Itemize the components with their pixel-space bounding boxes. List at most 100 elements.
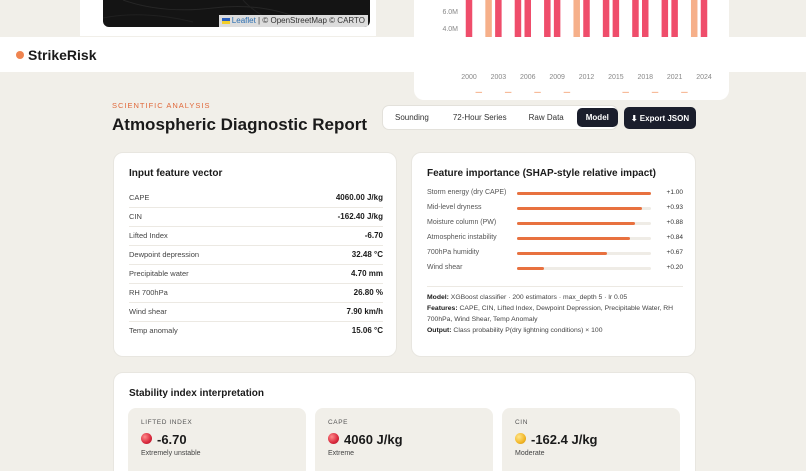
shap-bar-track [517,222,651,225]
bar-2009[interactable] [553,0,561,37]
red-circle-icon [328,433,339,444]
bar-2017[interactable] [632,0,639,37]
bar-2015[interactable] [612,0,620,37]
shap-label: 700hPa humidity [427,249,480,256]
shap-row: 700hPa humidity +0.67 [427,248,683,260]
card-title: Input feature vector [129,168,223,179]
index-description: Moderate [515,450,545,457]
shap-label: Storm energy (dry CAPE) [427,189,507,196]
shap-label: Wind shear [427,264,463,271]
card-title: Stability index interpretation [129,388,265,399]
bar-2019[interactable] [651,91,659,93]
attribution-text: | © OpenStreetMap © CARTO [255,16,365,25]
map-attribution: Leaflet | © OpenStreetMap © CARTO [218,15,368,27]
x-tick-label: 2021 [667,74,683,81]
bar-2012[interactable] [583,0,590,37]
feature-value: -6.70 [364,231,383,240]
tab-raw-data[interactable]: Raw Data [528,113,564,122]
x-tick-label: 2018 [637,74,653,81]
feature-value: 4.70 mm [350,269,383,278]
index-label: CAPE [328,419,349,426]
x-tick-label: 2006 [520,74,536,81]
yellow-circle-icon [515,433,526,444]
bar-2003[interactable] [495,0,502,37]
feature-value: 26.80 % [353,288,383,297]
index-description: Extreme [328,450,355,457]
tab-72-hour-series[interactable]: 72-Hour Series [452,113,507,122]
bar-2000[interactable] [465,0,473,37]
feature-row: Dewpoint depression 32.48 °C [129,246,383,265]
section-kicker: SCIENTIFIC ANALYSIS [112,101,211,110]
brand-logo-icon [16,51,24,59]
x-tick-label: 2015 [608,74,624,81]
feature-row: Wind shear 7.90 km/h [129,303,383,322]
shap-bar-fill [517,252,607,255]
bar-2005[interactable] [514,0,522,37]
model-description: Model: XGBoost classifier · 200 estimato… [427,294,628,301]
y-tick-label: 4.0M [442,26,458,33]
bar-2002[interactable] [485,0,492,37]
feature-label: Lifted Index [129,231,168,240]
feature-value: -162.40 J/kg [337,212,383,221]
tab-model[interactable]: Model [576,108,618,127]
shap-label: Mid-level dryness [427,204,482,211]
bar-2020[interactable] [661,0,669,37]
page-title: Atmospheric Diagnostic Report [112,115,368,134]
red-circle-icon [141,433,152,444]
bar-2001[interactable] [475,91,483,93]
map-view[interactable]: Leaflet | © OpenStreetMap © CARTO [103,0,370,27]
cin-box: CIN -162.4 J/kg Moderate [502,408,680,471]
feature-label: CAPE [129,193,150,202]
divider [427,286,683,287]
shap-bar-fill [517,192,651,195]
y-tick-label: 6.0M [442,9,458,16]
index-value: -162.4 J/kg [531,432,598,447]
shap-bar-track [517,237,651,240]
feature-label: CIN [129,212,142,221]
bar-2024[interactable] [700,0,708,37]
shap-bar-track [517,252,651,255]
shap-bar-fill [517,222,635,225]
x-tick-label: 2012 [579,74,595,81]
lifted-index-box: LIFTED INDEX -6.70 Extremely unstable [128,408,306,471]
x-tick-label: 2009 [549,74,565,81]
feature-label: Temp anomaly [129,326,178,335]
trend-bar-chart: 6.0M 4.0M 2000 2003 2006 2009 2012 2015 2018 2021… [442,0,712,93]
index-description: Extremely unstable [141,450,201,457]
bar-2016[interactable] [622,91,629,93]
index-value: -6.70 [157,432,187,447]
shap-row: Atmospheric instability +0.84 [427,233,683,245]
bar-2011[interactable] [573,0,580,37]
leaflet-link[interactable]: Leaflet [231,16,256,25]
feature-value: 7.90 km/h [346,307,383,316]
feature-label: Wind shear [129,307,167,316]
bar-2010[interactable] [563,91,571,93]
bar-2023[interactable] [690,0,698,37]
shap-value: +0.67 [666,249,683,256]
shap-value: +0.88 [666,219,683,226]
brand-name[interactable]: StrikeRisk [28,47,97,63]
feature-value: 32.48 °C [351,250,383,259]
feature-label: Precipitable water [129,269,189,278]
tab-sounding[interactable]: Sounding [395,113,429,122]
bar-2008[interactable] [544,0,551,37]
navbar: StrikeRisk [0,37,806,72]
input-feature-card: Input feature vector CAPE 4060.00 J/kg CI… [113,152,397,357]
index-label: CIN [515,419,528,426]
shap-row: Storm energy (dry CAPE) +1.00 [427,188,683,200]
shap-row: Mid-level dryness +0.93 [427,203,683,215]
feature-label: RH 700hPa [129,288,168,297]
bar-2022[interactable] [681,91,688,93]
bar-2021[interactable] [671,0,678,37]
bar-2007[interactable] [534,91,541,93]
shap-value: +0.84 [666,234,683,241]
bar-2006[interactable] [524,0,532,37]
feature-label: Dewpoint depression [129,250,200,259]
bar-2004[interactable] [504,91,512,93]
shap-row: Wind shear +0.20 [427,263,683,275]
bar-2018[interactable] [642,0,649,37]
bar-2014[interactable] [602,0,610,37]
shap-bar-fill [517,237,630,240]
shap-label: Atmospheric instability [427,234,497,241]
export-json-button[interactable]: ⬇ Export JSON [624,107,696,129]
